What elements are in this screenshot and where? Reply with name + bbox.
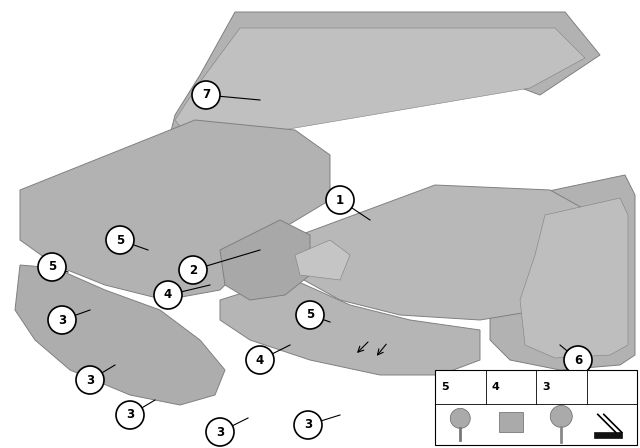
Text: 1: 1 (336, 194, 344, 207)
Text: 3: 3 (126, 409, 134, 422)
Polygon shape (175, 28, 585, 145)
Text: 4: 4 (492, 382, 500, 392)
Circle shape (154, 281, 182, 309)
Polygon shape (220, 278, 480, 375)
Circle shape (564, 346, 592, 374)
Text: 7: 7 (202, 89, 210, 102)
Text: 5: 5 (116, 233, 124, 246)
Bar (435, 370, 637, 445)
Circle shape (48, 306, 76, 334)
Text: 5: 5 (48, 260, 56, 273)
Text: 6: 6 (574, 353, 582, 366)
Polygon shape (165, 12, 600, 155)
Polygon shape (594, 432, 621, 439)
Text: 3: 3 (542, 382, 550, 392)
Polygon shape (520, 198, 628, 358)
Text: 4: 4 (256, 353, 264, 366)
Polygon shape (295, 185, 595, 320)
Text: 3: 3 (58, 314, 66, 327)
Text: 3: 3 (86, 374, 94, 387)
Text: 301545: 301545 (575, 438, 615, 448)
Circle shape (296, 301, 324, 329)
Text: 5: 5 (306, 309, 314, 322)
Text: 2: 2 (189, 263, 197, 276)
Circle shape (179, 256, 207, 284)
Circle shape (76, 366, 104, 394)
Circle shape (206, 418, 234, 446)
Polygon shape (295, 240, 350, 280)
Circle shape (192, 81, 220, 109)
Circle shape (294, 411, 322, 439)
Circle shape (326, 186, 354, 214)
Text: 3: 3 (304, 418, 312, 431)
Polygon shape (20, 120, 330, 300)
Text: 4: 4 (164, 289, 172, 302)
Circle shape (550, 405, 572, 427)
Polygon shape (490, 175, 635, 370)
Circle shape (451, 409, 470, 428)
Bar (499, 412, 523, 432)
Circle shape (246, 346, 274, 374)
Polygon shape (220, 220, 310, 300)
Text: 5: 5 (442, 382, 449, 392)
Text: 3: 3 (216, 426, 224, 439)
Polygon shape (15, 265, 225, 405)
Circle shape (116, 401, 144, 429)
Circle shape (106, 226, 134, 254)
Circle shape (38, 253, 66, 281)
